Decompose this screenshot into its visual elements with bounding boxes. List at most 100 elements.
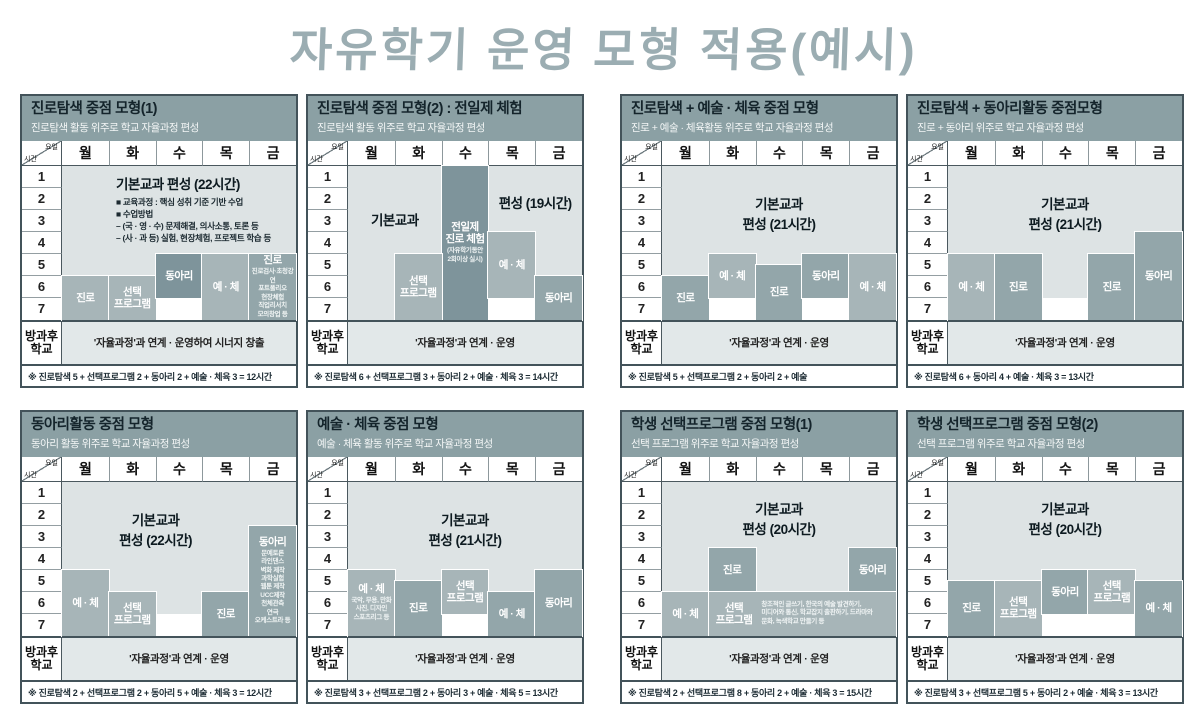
day-header: 월 — [62, 141, 109, 166]
base-subject-area — [994, 481, 1042, 581]
afterschool-text: '자율과정'과 연계 · 운영하여 시너지 창출 — [62, 319, 296, 364]
period-number: 5 — [22, 253, 62, 276]
timetable: 요일 시간 월 화 수 목 금 1 2 3 4 5 6 7 진로 선택 프로그램 동아리 예 · 체 진로 진로검사·… — [22, 140, 296, 364]
panel-note: ※ 진로탐색 3 + 선택프로그램 5 + 동아리 2 + 예술 · 체육 3 … — [908, 680, 1182, 702]
period-number: 5 — [308, 253, 348, 276]
activity-block-label: 동아리 — [258, 535, 287, 548]
period-number: 6 — [622, 591, 662, 614]
day-header: 월 — [662, 141, 709, 166]
period-number: 2 — [908, 187, 948, 210]
activity-block: 선택 프로그램 — [441, 569, 489, 614]
activity-block-label: 예 · 체 — [859, 280, 887, 293]
activity-block-label: 진로 — [962, 602, 981, 615]
activity-block: 동아리 문예토론 라인댄스 벽화 제작 과학실험 웹툰 제작 UCC제작 천체관측… — [249, 525, 296, 636]
panel-title: 학생 선택프로그램 중점 모형(2) — [917, 417, 1098, 433]
period-number: 1 — [308, 481, 348, 504]
day-header: 금 — [249, 456, 296, 482]
base-subject-area — [755, 165, 803, 265]
empty-cell — [155, 613, 203, 636]
base-subject-area — [488, 165, 536, 232]
afterschool-text: '자율과정'과 연계 · 운영 — [662, 635, 896, 680]
corner-time-label: 시간 — [310, 471, 323, 479]
base-subject-area — [662, 165, 709, 276]
activity-block-label: 선택 프로그램 — [399, 274, 437, 299]
activity-block: 진로 — [394, 580, 442, 636]
activity-block: 예 · 체 — [948, 253, 995, 320]
panel-title: 예술 · 체육 중점 모형 — [317, 417, 439, 433]
day-header: 목 — [202, 456, 250, 482]
period-number: 6 — [22, 591, 62, 614]
activity-block: 진로 — [62, 275, 109, 320]
period-number: 5 — [622, 253, 662, 276]
day-header: 목 — [1088, 456, 1136, 482]
period-number: 7 — [308, 613, 348, 636]
corner-cell: 요일 시간 — [908, 456, 948, 482]
activity-block-label: 예 · 체 — [498, 607, 526, 620]
panel-header: 진로탐색 중점 모형(1) 진로탐색 활동 위주로 학교 자율과정 편성 — [22, 96, 296, 141]
activity-block-label: 진로 — [409, 602, 428, 615]
afterschool-label: 방과후 학교 — [908, 319, 948, 364]
base-subject-area — [1088, 481, 1136, 570]
empty-cell — [1088, 613, 1136, 636]
activity-block: 예 · 체 — [662, 591, 709, 636]
activity-block: 예 · 체 — [62, 569, 109, 636]
corner-day-label: 요일 — [931, 459, 944, 467]
activity-block: 선택 프로그램 창조적인 글쓰기, 한국의 예술 발견하기, 미디어와 통신, 학… — [708, 591, 896, 636]
day-header: 화 — [708, 140, 756, 166]
base-subject-area — [1041, 165, 1089, 298]
period-number: 2 — [622, 187, 662, 210]
panel-title: 동아리활동 중점 모형 — [31, 417, 154, 433]
activity-block: 선택 프로그램 — [1088, 569, 1136, 614]
activity-block: 진로 — [662, 275, 709, 320]
base-subject-area — [755, 481, 803, 592]
period-number: 3 — [308, 209, 348, 232]
panel-title: 진로탐색 중점 모형(2) : 전일제 체험 — [317, 101, 523, 117]
page-title: 자유학기 운영 모형 적용(예시) — [289, 24, 919, 76]
activity-block: 예 · 체 — [1135, 580, 1182, 636]
activity-block-label: 예 · 체 — [358, 582, 385, 595]
day-header: 목 — [802, 140, 850, 166]
period-number: 1 — [22, 481, 62, 504]
activity-block-detail: 국악, 무용, 만화 사진, 디자인 스포츠리그 등 — [351, 597, 392, 621]
period-number: 1 — [308, 165, 348, 188]
base-subject-area — [394, 165, 442, 254]
day-header: 금 — [535, 456, 582, 482]
base-subject-area — [948, 165, 995, 254]
activity-block-label: 동아리 — [1051, 585, 1079, 598]
afterschool-text: '자율과정'과 연계 · 운영 — [348, 635, 582, 680]
timetable: 요일 시간 월 화 수 목 금 1 2 3 4 5 6 7 예 · 체 진로 진로 동아리 기본교과 편성 (21시… — [908, 140, 1182, 364]
base-subject-area — [249, 165, 296, 254]
afterschool-label: 방과후 학교 — [308, 319, 348, 364]
day-header: 목 — [1088, 140, 1136, 166]
corner-time-label: 시간 — [24, 471, 37, 479]
activity-block-label: 진로 — [769, 286, 789, 299]
panel-title: 진로탐색 중점 모형(1) — [31, 101, 158, 117]
base-subject-area — [994, 165, 1042, 254]
activity-block: 동아리 — [535, 569, 582, 636]
activity-block-label: 동아리 — [812, 269, 840, 282]
activity-block: 동아리 — [155, 253, 203, 298]
panel-note: ※ 진로탐색 6 + 선택프로그램 3 + 동아리 2 + 예술 · 체육 3 … — [308, 364, 582, 386]
day-header: 화 — [108, 456, 156, 482]
panel-note: ※ 진로탐색 3 + 선택프로그램 2 + 동아리 3 + 예술 · 체육 5 … — [308, 680, 582, 702]
empty-cell — [802, 297, 850, 320]
afterschool-label: 방과후 학교 — [22, 319, 62, 364]
period-number: 4 — [22, 231, 62, 254]
day-header: 금 — [249, 140, 296, 166]
panel-subtitle: 선택 프로그램 위주로 학교 자율과정 편성 — [631, 437, 799, 450]
corner-cell: 요일 시간 — [908, 140, 948, 166]
base-subject-area — [535, 481, 582, 570]
afterschool-label: 방과후 학교 — [908, 635, 948, 680]
afterschool-text: '자율과정'과 연계 · 운영 — [662, 319, 896, 364]
base-subject-area — [62, 481, 109, 570]
panel-title: 학생 선택프로그램 중점 모형(1) — [631, 417, 812, 433]
afterschool-text: '자율과정'과 연계 · 운영 — [948, 319, 1182, 364]
base-subject-area — [62, 165, 109, 276]
day-header: 수 — [755, 140, 803, 166]
model-panel: 학생 선택프로그램 중점 모형(1) 선택 프로그램 위주로 학교 자율과정 편성… — [620, 410, 898, 704]
activity-block-label: 예 · 체 — [672, 607, 699, 620]
period-number: 4 — [908, 231, 948, 254]
period-number: 3 — [22, 209, 62, 232]
empty-cell — [1041, 297, 1089, 320]
base-subject-area — [108, 481, 156, 592]
